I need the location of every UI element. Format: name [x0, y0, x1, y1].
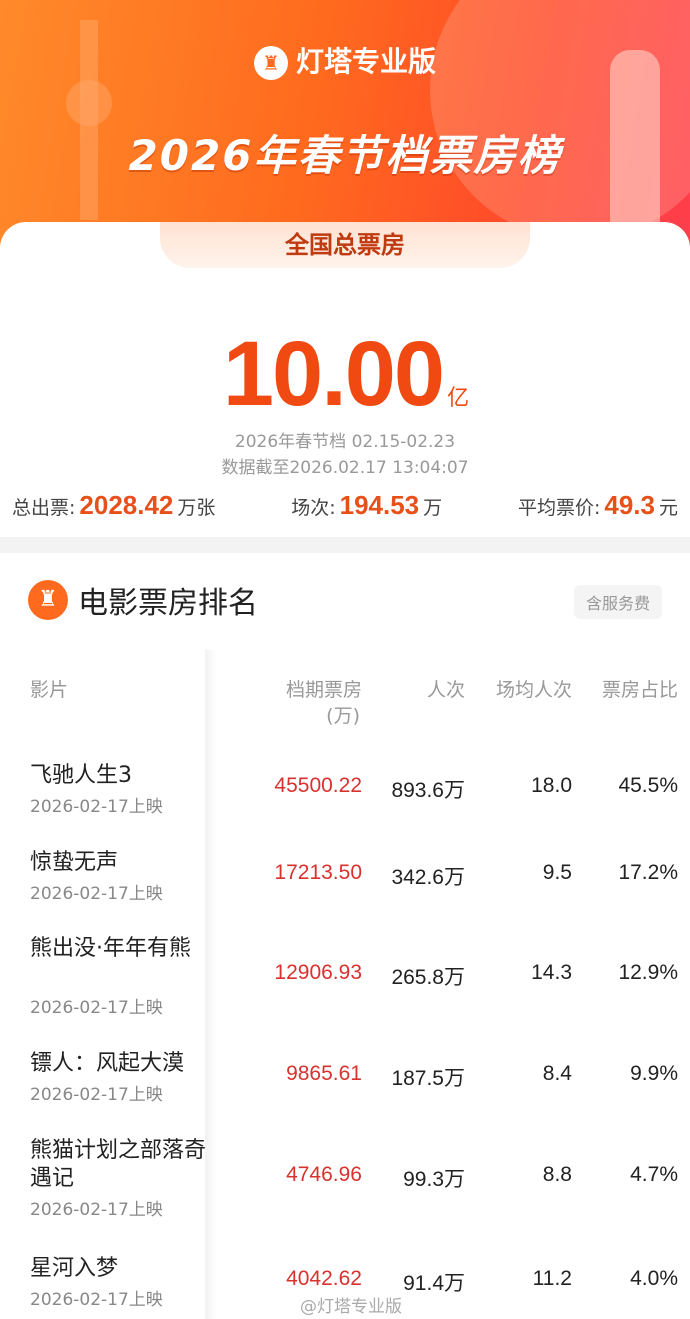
- film-name[interactable]: 惊蛰无声: [30, 850, 119, 875]
- avg-audience: 14.3: [531, 961, 572, 984]
- audience: 91.4万: [403, 1272, 465, 1295]
- value: 2028.42: [79, 490, 174, 520]
- total-value: 10.00: [222, 323, 445, 425]
- audience: 187.5万: [391, 1067, 465, 1090]
- share: 4.7%: [630, 1163, 678, 1186]
- tab-national-box-office[interactable]: 全国总票房: [160, 222, 530, 268]
- release-date: 2026-02-17上映: [30, 1085, 163, 1105]
- unit: 元: [658, 497, 678, 519]
- col-film[interactable]: 影片: [30, 679, 69, 701]
- label: 平均票价:: [517, 497, 601, 519]
- audience: 99.3万: [403, 1168, 465, 1191]
- value: 194.53: [339, 490, 420, 520]
- avg-audience: 9.5: [542, 861, 572, 884]
- audience: 893.6万: [391, 779, 465, 802]
- unit: 万: [423, 497, 443, 519]
- page-title: 2026年春节档票房榜: [128, 131, 562, 180]
- box-office: 4746.96: [286, 1163, 362, 1186]
- lighthouse-icon: ♜: [28, 580, 68, 620]
- col-avg-audience[interactable]: 场均人次: [495, 679, 572, 701]
- box-office: 17213.50: [274, 861, 362, 884]
- total-box-office: 10.00 亿: [0, 322, 690, 427]
- header-banner: ♜ 灯塔专业版 2026年春节档票房榜: [0, 0, 690, 260]
- box-office: 9865.61: [286, 1062, 362, 1085]
- film-name[interactable]: 飞驰人生3: [30, 763, 132, 788]
- release-date: 2026-02-17上映: [30, 884, 163, 904]
- section-title: ♜ 电影票房排名: [28, 578, 258, 622]
- avg-audience: 8.4: [542, 1062, 572, 1085]
- table-header: 影片 档期票房 (万) 人次 场均人次 票房占比: [0, 672, 690, 732]
- unit: 万张: [177, 497, 216, 519]
- tower-illustration-ball: [66, 80, 112, 126]
- service-fee-badge[interactable]: 含服务费: [573, 585, 662, 619]
- release-date: 2026-02-17上映: [30, 797, 163, 817]
- share: 12.9%: [618, 961, 678, 984]
- watermark: @灯塔专业版: [300, 1297, 402, 1317]
- total-unit: 亿: [447, 385, 469, 410]
- col-audience[interactable]: 人次: [426, 679, 465, 701]
- avg-audience: 11.2: [532, 1267, 572, 1290]
- avg-audience: 8.8: [542, 1163, 572, 1186]
- audience: 265.8万: [391, 966, 465, 989]
- summary-card: 全国总票房 10.00 亿 2026年春节档 02.15-02.23 数据截至20…: [0, 222, 690, 537]
- release-date: 2026-02-17上映: [30, 1290, 163, 1310]
- box-office: 4042.62: [286, 1267, 362, 1290]
- brand: ♜ 灯塔专业版: [0, 40, 690, 80]
- film-name[interactable]: 熊出没·年年有熊: [30, 936, 191, 961]
- col-share[interactable]: 票房占比: [601, 679, 678, 701]
- release-date: 2026-02-17上映: [30, 1200, 163, 1220]
- updated-time: 数据截至2026.02.17 13:04:07: [221, 458, 469, 478]
- section-title-text: 电影票房排名: [78, 586, 258, 621]
- lighthouse-logo-icon: ♜: [253, 46, 288, 80]
- audience: 342.6万: [391, 866, 465, 889]
- share: 4.0%: [630, 1267, 678, 1290]
- film-name[interactable]: 镖人：风起大漠: [30, 1051, 185, 1076]
- sticky-column-shadow: [205, 650, 217, 1319]
- label: 总出票:: [12, 497, 76, 519]
- brand-name: 灯塔专业版: [295, 45, 436, 78]
- stats-row: 总出票: 2028.42 万张 场次: 194.53 万 平均票价: 49.3 元: [12, 490, 678, 521]
- share: 9.9%: [630, 1062, 678, 1085]
- stat-avg-price: 平均票价: 49.3 元: [518, 490, 678, 521]
- divider: [0, 537, 690, 553]
- box-office: 45500.22: [274, 774, 362, 797]
- period: 2026年春节档 02.15-02.23: [234, 432, 456, 452]
- value: 49.3: [604, 490, 655, 520]
- box-office: 12906.93: [274, 961, 362, 984]
- share: 45.5%: [618, 774, 678, 797]
- label: 场次:: [291, 497, 336, 519]
- film-name[interactable]: 星河入梦: [30, 1256, 119, 1281]
- col-box-office-unit: (万): [326, 705, 360, 727]
- col-box-office[interactable]: 档期票房: [285, 679, 362, 701]
- tower-illustration: [80, 20, 98, 220]
- stat-tickets: 总出票: 2028.42 万张: [12, 490, 215, 521]
- lighthouse-illustration: [610, 50, 660, 230]
- avg-audience: 18.0: [531, 774, 572, 797]
- share: 17.2%: [618, 861, 678, 884]
- stat-shows: 场次: 194.53 万: [291, 490, 442, 521]
- release-date: 2026-02-17上映: [30, 998, 163, 1018]
- film-name[interactable]: 熊猫计划之部落奇遇记: [30, 1138, 207, 1191]
